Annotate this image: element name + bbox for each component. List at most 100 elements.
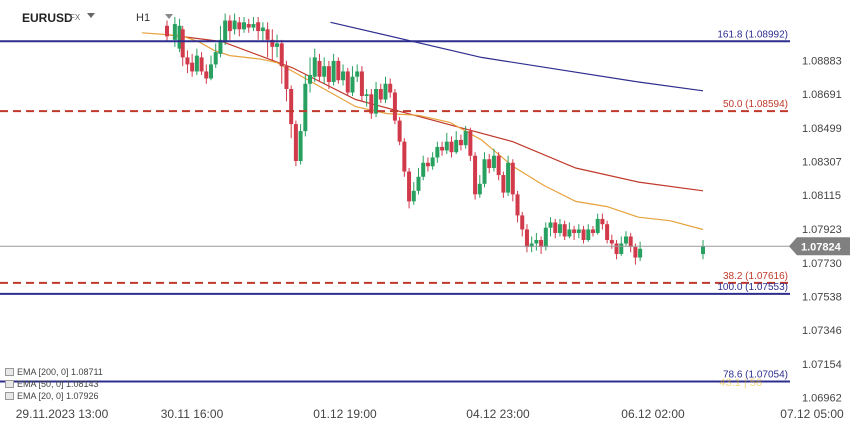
candle-body xyxy=(369,94,374,114)
indicator-legend-ema200[interactable]: EMA [200, 0] 1.08711 xyxy=(5,366,103,378)
candle xyxy=(246,18,251,33)
candle xyxy=(638,241,643,262)
candle-body xyxy=(449,141,454,153)
candle xyxy=(364,89,369,107)
candle xyxy=(177,18,182,53)
candle xyxy=(458,134,463,151)
candle xyxy=(510,159,515,202)
timeframe-label[interactable]: H1 xyxy=(136,12,151,24)
candle-body xyxy=(180,29,185,58)
candle-body xyxy=(232,20,237,30)
candle-body xyxy=(600,218,605,225)
candle-body xyxy=(473,155,478,195)
candle xyxy=(633,243,638,265)
indicator-legend-ema20[interactable]: EMA [20, 0] 1.07926 xyxy=(5,390,99,402)
candle xyxy=(227,15,232,40)
fib-level-label: 100.0 (1.07553) xyxy=(717,282,788,293)
candle-body xyxy=(548,222,553,228)
candle xyxy=(265,22,270,58)
candle-body xyxy=(326,66,331,82)
last-price-tag: 1.07824 xyxy=(789,237,850,256)
candle xyxy=(468,127,473,161)
indicator-settings-icon[interactable] xyxy=(5,368,14,376)
candle xyxy=(454,131,459,154)
candle-body xyxy=(468,131,473,156)
candle xyxy=(242,17,247,33)
candle-body xyxy=(562,224,567,237)
symbol-label[interactable]: EURUSD xyxy=(22,11,73,25)
candle xyxy=(506,155,511,197)
candle-body xyxy=(553,222,558,233)
candle-body xyxy=(520,215,525,230)
candle-body xyxy=(388,83,393,93)
candle-body xyxy=(345,71,350,93)
candle-body xyxy=(638,248,643,258)
candle-body xyxy=(590,229,595,233)
timeframe-dropdown-icon[interactable] xyxy=(165,14,173,19)
candle-body xyxy=(430,157,435,167)
candle-body xyxy=(487,159,492,169)
candle xyxy=(251,17,256,32)
candle-body xyxy=(416,176,421,191)
candle-body xyxy=(185,57,190,65)
y-tick-label: 1.07346 xyxy=(802,325,842,337)
candle-body xyxy=(378,89,383,100)
candle-body xyxy=(260,27,265,32)
candle xyxy=(308,57,313,93)
candle-body xyxy=(199,57,204,72)
candle-body xyxy=(491,155,496,169)
indicator-settings-icon[interactable] xyxy=(5,380,14,388)
candle xyxy=(421,155,426,181)
symbol-dropdown-icon[interactable] xyxy=(87,13,95,18)
y-tick-label: 1.08691 xyxy=(802,89,842,101)
candle-body xyxy=(284,66,289,90)
indicator-settings-icon[interactable] xyxy=(5,392,14,400)
candle xyxy=(298,124,303,165)
candle-body xyxy=(701,246,705,255)
candle xyxy=(355,64,360,82)
candle xyxy=(336,57,341,84)
candle-body xyxy=(510,162,515,195)
y-tick-label: 1.07538 xyxy=(802,292,842,304)
candle xyxy=(623,231,628,248)
candle xyxy=(204,64,209,84)
ema50-line xyxy=(166,34,704,192)
candle-body xyxy=(501,175,506,193)
candle xyxy=(232,13,237,35)
x-tick-label: 01.12 19:00 xyxy=(313,407,377,421)
candle-body xyxy=(435,146,440,158)
candle-body xyxy=(374,89,379,114)
indicator-label: EMA [50, 0] 1.08143 xyxy=(17,379,99,389)
candle xyxy=(605,220,610,244)
candle xyxy=(180,25,185,67)
indicator-legend-ema50[interactable]: EMA [50, 0] 1.08143 xyxy=(5,378,99,390)
candle-body xyxy=(614,243,619,255)
last-price-tag-bg xyxy=(789,237,850,256)
candle-body xyxy=(246,24,251,28)
candle-body xyxy=(477,183,482,195)
candle xyxy=(397,117,402,146)
candle xyxy=(440,141,445,156)
candle-body xyxy=(557,224,562,233)
candle-body xyxy=(172,24,177,40)
candle-body xyxy=(529,243,534,248)
candle-body xyxy=(515,194,520,216)
candle-body xyxy=(359,71,364,97)
candle xyxy=(600,213,605,230)
candle-body xyxy=(256,22,261,32)
candle xyxy=(496,152,501,181)
indicator-label: EMA [200, 0] 1.08711 xyxy=(17,367,103,377)
candle-body xyxy=(609,239,614,244)
candle-body xyxy=(336,60,341,81)
candle-body xyxy=(411,190,416,202)
candle xyxy=(260,22,265,42)
axes: 1.06962 1.07154 1.07346 1.07538 1.07730 1.079… xyxy=(16,55,850,421)
candle-body xyxy=(581,229,586,240)
candle xyxy=(378,83,383,104)
candle xyxy=(449,136,454,158)
candle-body xyxy=(293,124,298,161)
candle xyxy=(369,89,374,119)
last-price-value: 1.07824 xyxy=(801,241,842,253)
